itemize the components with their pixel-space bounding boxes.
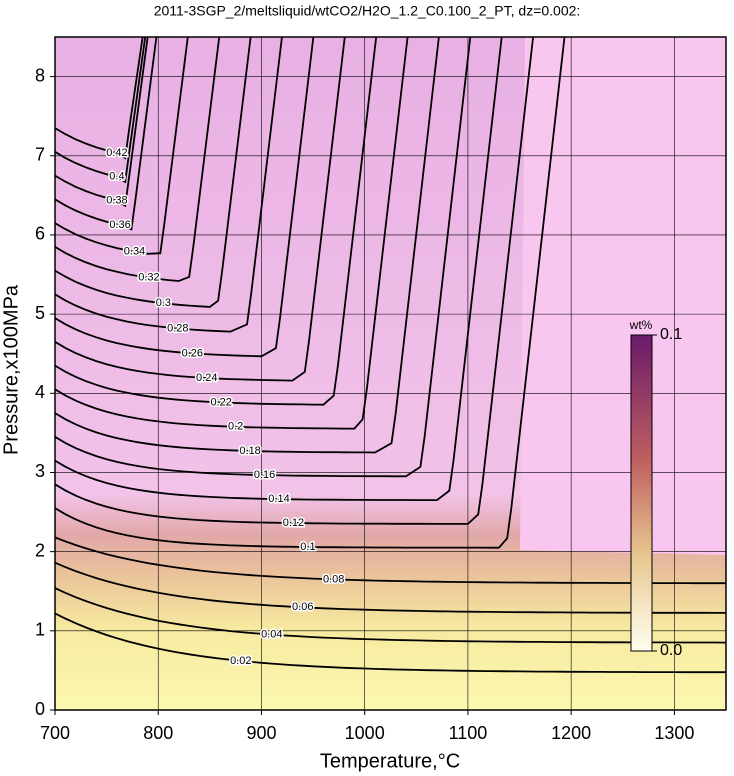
- contour-label: 0.36: [109, 219, 130, 231]
- plot-area: 0.02 0.04 0.06 0.08 0.1 0.12 0.14 0.16 0.18 0.2 0.…: [55, 37, 726, 710]
- x-axis-label: Temperature,°C: [320, 750, 460, 772]
- contour-label: 0.18: [239, 445, 260, 457]
- y-tick-label: 7: [35, 145, 45, 165]
- colorbar-tick-label: 0.0: [660, 642, 682, 659]
- contour-line: [55, 37, 144, 160]
- contour-line: [55, 37, 503, 501]
- contour-label: 0.28: [167, 322, 188, 334]
- contour-label: 0.4: [109, 171, 124, 183]
- contour-line: [55, 37, 440, 454]
- contour-line: [55, 536, 726, 585]
- y-tick-label: 3: [35, 461, 45, 481]
- x-tick-label: 1100: [449, 723, 488, 743]
- chart-title: 2011-3SGP_2/meltsliquid/wtCO2/H2O_1.2_C0…: [154, 3, 581, 19]
- colorbar-tick-label: 0.1: [660, 326, 682, 343]
- x-tick-label: 900: [246, 723, 276, 743]
- x-tick-label: 1300: [654, 723, 694, 743]
- contour-line: [55, 37, 346, 382]
- contour-line: [55, 37, 566, 549]
- y-tick-label: 4: [35, 382, 45, 402]
- contour-label: 0.22: [210, 396, 231, 408]
- contour-label: 0.3: [156, 297, 171, 309]
- y-axis-label: Pressure,x100MPa: [0, 284, 22, 455]
- contour-label: 0.1: [300, 541, 315, 553]
- contour-label: 0.26: [182, 347, 203, 359]
- contour-line: [55, 37, 472, 478]
- contour-line: [55, 37, 283, 333]
- contour-line: [55, 37, 149, 208]
- contour-label: 0.38: [106, 194, 127, 206]
- frame: [54, 36, 727, 711]
- contour-line: [55, 37, 535, 525]
- contour-line: [55, 37, 315, 358]
- contour-line: [55, 37, 189, 255]
- contour-label: 0.08: [323, 573, 344, 585]
- colorbar-label: wt%: [629, 318, 653, 332]
- contour-label: 0.06: [292, 601, 313, 613]
- contour-label: 0.24: [196, 372, 217, 384]
- x-tick-label: 800: [143, 723, 173, 743]
- contour-labels: 0.02 0.04 0.06 0.08 0.1 0.12 0.14 0.16 0.18 0.2 0.…: [105, 145, 346, 668]
- contour-label: 0.14: [268, 493, 289, 505]
- colorbar: [630, 334, 653, 652]
- y-tick-label: 5: [35, 303, 45, 323]
- contour-label: 0.02: [230, 655, 251, 667]
- y-tick-label: 2: [35, 540, 45, 560]
- y-tick-label: 0: [35, 699, 45, 719]
- contour-line: [55, 37, 221, 282]
- contour-label: 0.12: [283, 517, 304, 529]
- x-tick-label: 1200: [551, 723, 591, 743]
- contour-label: 0.2: [228, 421, 243, 433]
- contour-label: 0.32: [138, 272, 159, 284]
- contour-line: [55, 612, 726, 674]
- contour-line: [55, 587, 726, 644]
- contour-line: [55, 37, 158, 231]
- x-tick-label: 700: [40, 723, 70, 743]
- contour-line: [55, 37, 378, 406]
- y-tick-label: 6: [35, 224, 45, 244]
- background-region: [520, 37, 726, 555]
- x-tick-label: 1000: [345, 723, 385, 743]
- y-tick-label: 1: [35, 620, 45, 640]
- contour-label: 0.16: [254, 469, 275, 481]
- contour-line: [55, 561, 726, 614]
- contours: [55, 37, 726, 674]
- contour-label: 0.42: [106, 147, 127, 159]
- contour-line: [55, 37, 409, 430]
- contour-label: 0.34: [124, 246, 145, 258]
- y-tick-label: 8: [35, 65, 45, 85]
- contour-line: [55, 37, 252, 308]
- contour-line: [55, 37, 147, 184]
- contour-label: 0.04: [261, 629, 282, 641]
